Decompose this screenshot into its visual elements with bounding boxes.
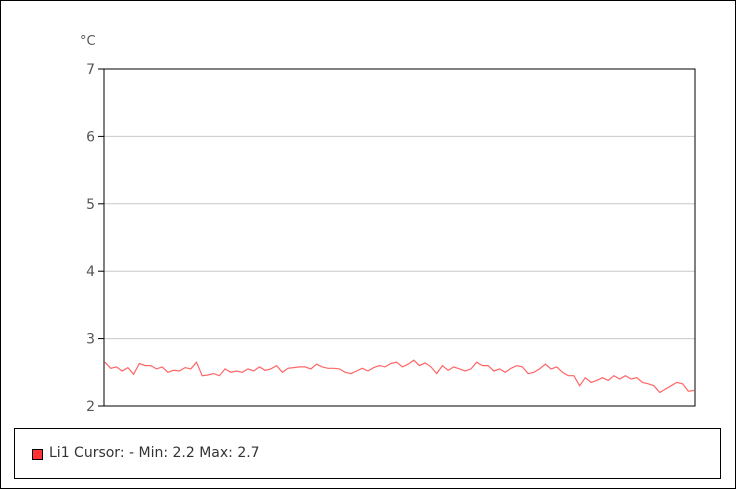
y-tick-label-6: 6	[86, 129, 95, 145]
y-axis-unit-label: °C	[80, 34, 96, 49]
series-layer	[104, 359, 695, 394]
legend-swatch	[32, 449, 43, 460]
plot-area	[103, 68, 696, 407]
legend: Li1 Cursor: - Min: 2.2 Max: 2.7	[14, 428, 721, 479]
legend-text: Li1 Cursor: - Min: 2.2 Max: 2.7	[49, 445, 260, 461]
y-tick-label-4: 4	[86, 264, 95, 280]
y-tick-label-3: 3	[86, 332, 95, 348]
grid-lines	[104, 135, 695, 340]
series-line-li1	[104, 359, 695, 394]
y-axis-ticks: 2 3 4 5 6 7	[86, 62, 104, 415]
y-tick-label-7: 7	[86, 62, 95, 78]
y-tick-label-2: 2	[86, 399, 95, 415]
y-tick-label-5: 5	[86, 197, 95, 213]
